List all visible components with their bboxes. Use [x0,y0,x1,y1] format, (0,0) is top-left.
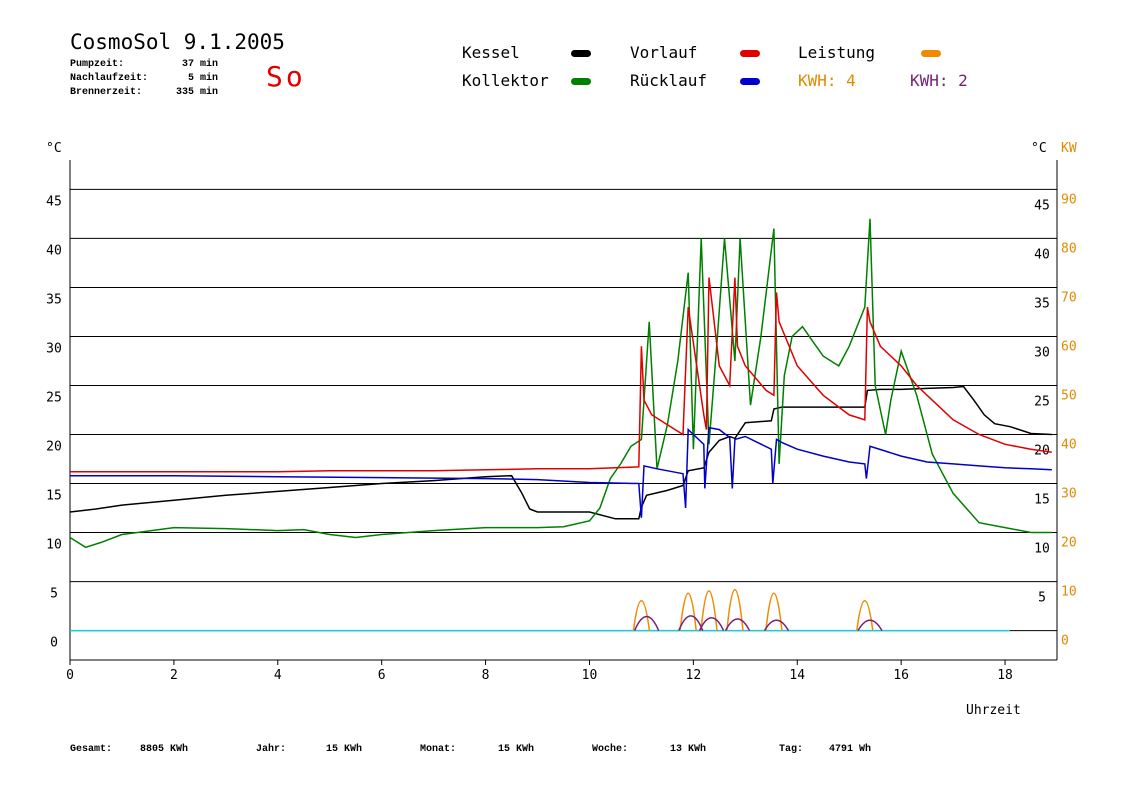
kw-tick-label-0: 0 [1061,634,1069,649]
y-axis-label-right: °C [1031,141,1047,156]
series-kwh-peak-3 [724,618,751,631]
stat-brennerzeit: Brennerzeit: 335 min [70,87,218,98]
y2-tick-label-10: 10 [1034,542,1050,557]
legend-kollektor-label: Kollektor [462,71,549,90]
footer-gesamt: Gesamt: 8805 KWh [70,744,189,755]
x-tick-label-14: 14 [789,668,805,683]
y2-tick-label-45: 45 [1034,198,1050,213]
series-leistung-peak-4 [765,592,783,631]
y-tick-label-15: 15 [46,489,62,504]
stat-pumpzeit: Pumpzeit: 37 min [70,59,218,70]
series-leistung-peak-1 [679,592,697,631]
series-line-vorlauf [70,277,1052,473]
kw-tick-label-20: 20 [1061,536,1077,551]
series-kwh-peak-1 [678,615,704,631]
legend-kwh-2: KWH: 2 [910,71,968,90]
y-tick-label-30: 30 [46,341,62,356]
series-leistung-peak-5 [856,599,874,631]
y-tick-label-20: 20 [46,440,62,455]
footer-jahr: Jahr: 15 KWh [256,744,363,755]
kw-tick-label-80: 80 [1061,241,1077,256]
series-kwh-peak-0 [633,615,660,631]
y-tick-label-45: 45 [46,194,62,209]
legend-leistung-label: Leistung [798,43,876,62]
series-line-kessel [69,385,1052,520]
kw-tick-label-90: 90 [1061,192,1077,207]
x-tick-label-4: 4 [274,668,282,683]
series-kwh-peak-4 [763,619,790,631]
x-tick-label-6: 6 [378,668,386,683]
x-tick-label-8: 8 [482,668,490,683]
x-tick-label-0: 0 [66,668,74,683]
x-axis-label: Uhrzeit [966,703,1021,718]
kw-tick-label-50: 50 [1061,388,1077,403]
y-axis-label-left: °C [46,141,62,156]
y2-tick-label-40: 40 [1034,247,1050,262]
y-tick-label-25: 25 [46,390,62,405]
chart-title: CosmoSol 9.1.2005 [70,30,285,54]
y2-tick-label-15: 15 [1034,493,1050,508]
y-tick-label-40: 40 [46,243,62,258]
legend-kessel-label: Kessel [462,43,520,62]
series-kwh-peak-2 [698,617,725,631]
series-leistung-peak-0 [632,599,651,631]
x-tick-label-10: 10 [582,668,598,683]
footer-tag: Tag: 4791 Wh [779,744,872,755]
footer-monat: Monat: 15 KWh [420,744,535,755]
kw-tick-label-70: 70 [1061,290,1077,305]
legend-kessel-swatch [571,50,591,57]
series-kwh-peak-5 [857,619,883,631]
legend-ruecklauf-label: Rücklauf [630,71,708,90]
x-tick-label-16: 16 [893,668,909,683]
stat-nachlaufzeit: Nachlaufzeit: 5 min [70,73,218,84]
legend-kwh-1: KWH: 4 [798,71,856,90]
legend-leistung-swatch [921,50,941,57]
legend-vorlauf-label: Vorlauf [630,43,698,62]
kw-tick-label-10: 10 [1061,585,1077,600]
y-tick-label-5: 5 [50,587,58,602]
x-tick-label-18: 18 [997,668,1013,683]
y2-tick-label-25: 25 [1034,394,1050,409]
kw-axis-label: KW [1061,141,1077,156]
y-tick-label-35: 35 [46,292,62,307]
kw-tick-label-60: 60 [1061,339,1077,354]
y2-tick-label-35: 35 [1034,296,1050,311]
footer-woche: Woche: 13 KWh [592,744,707,755]
y-tick-label-10: 10 [46,538,62,553]
legend-vorlauf-swatch [740,50,760,57]
weekday-label: So [266,60,306,93]
series-line-kollektor [69,218,1052,549]
series-leistung-peak-3 [726,589,744,631]
legend-kollektor-swatch [571,78,591,85]
x-tick-label-2: 2 [170,668,178,683]
series-leistung-peak-2 [700,590,718,631]
y2-tick-label-5: 5 [1038,591,1046,606]
y2-tick-label-30: 30 [1034,345,1050,360]
legend-ruecklauf-swatch [740,78,760,85]
kw-tick-label-40: 40 [1061,438,1077,453]
x-tick-label-12: 12 [686,668,702,683]
kw-tick-label-30: 30 [1061,487,1077,502]
series-line-rcklauf [70,426,1052,518]
y-tick-label-0: 0 [50,636,58,651]
